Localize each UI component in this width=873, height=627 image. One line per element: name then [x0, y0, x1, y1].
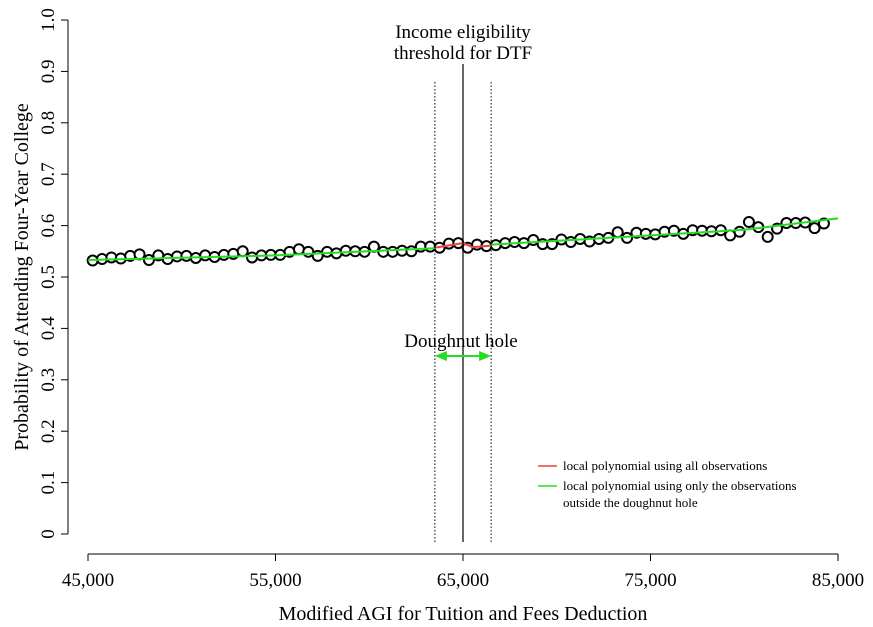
- y-tick-label: 0.7: [38, 162, 59, 186]
- legend-label-fit-all: local polynomial using all observations: [563, 458, 767, 473]
- x-axis-ticks: 45,000 55,000 65,000 75,000 85,000: [62, 554, 864, 591]
- y-tick-label: 0.6: [38, 214, 59, 238]
- data-point: [199, 249, 212, 262]
- data-point: [761, 230, 774, 243]
- y-tick-label: 0.5: [38, 265, 59, 289]
- legend-label-fit-outside: local polynomial using only the observat…: [563, 478, 797, 493]
- threshold-label-line2: threshold for DTF: [394, 43, 532, 64]
- y-tick-label: 0.4: [38, 316, 59, 340]
- y-tick-label: 0.1: [38, 471, 59, 495]
- x-tick-label: 45,000: [62, 570, 114, 591]
- x-tick-label: 85,000: [812, 570, 864, 591]
- doughnut-hole-arrow: [434, 351, 492, 361]
- data-point: [621, 231, 634, 244]
- y-axis-label: Probability of Attending Four-Year Colle…: [11, 103, 33, 451]
- legend-label-fit-outside-line2: outside the doughnut hole: [563, 495, 698, 510]
- data-point: [236, 245, 249, 258]
- x-tick-label: 75,000: [624, 570, 676, 591]
- x-tick-label: 65,000: [437, 570, 489, 591]
- arrow-head-right: [479, 351, 492, 361]
- data-point: [321, 245, 334, 258]
- y-tick-label: 1.0: [38, 8, 59, 32]
- data-point: [246, 251, 259, 264]
- fit-line-outside-right: [491, 217, 839, 246]
- legend: local polynomial using all observations …: [538, 458, 797, 510]
- data-point: [471, 238, 484, 251]
- doughnut-hole-label: Doughnut hole: [404, 331, 517, 352]
- y-tick-label: 0.2: [38, 419, 59, 443]
- data-point: [742, 216, 755, 229]
- data-point: [808, 222, 821, 235]
- threshold-label: Income eligibility: [395, 22, 531, 43]
- x-tick-label: 55,000: [249, 570, 301, 591]
- data-point: [180, 249, 193, 262]
- arrow-head-left: [434, 351, 447, 361]
- y-tick-label: 0.9: [38, 60, 59, 84]
- data-point: [611, 226, 624, 239]
- x-axis-label: Modified AGI for Tuition and Fees Deduct…: [279, 603, 648, 625]
- y-tick-label: 0.3: [38, 368, 59, 392]
- data-point: [733, 225, 746, 238]
- y-tick-label: 0: [38, 529, 59, 539]
- fit-line-outside-left: [87, 247, 435, 262]
- y-tick-label: 0.8: [38, 111, 59, 135]
- y-axis-ticks: 0 0.1 0.2 0.3 0.4 0.5 0.6 0.7 0.8 0.9 1.0: [38, 8, 68, 539]
